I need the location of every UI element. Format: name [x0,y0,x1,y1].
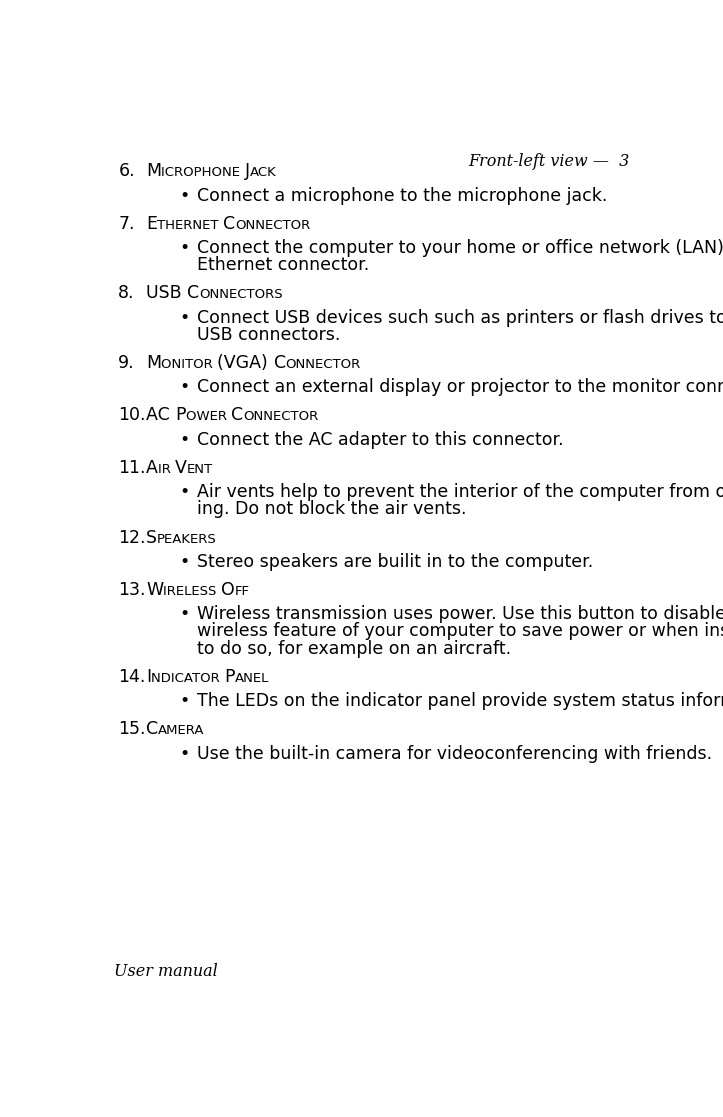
Text: 8.: 8. [119,285,134,303]
Text: V: V [175,459,187,477]
Text: ONITOR: ONITOR [161,359,218,371]
Text: wireless feature of your computer to save power or when instructed: wireless feature of your computer to sav… [197,622,723,640]
Text: IR: IR [158,462,175,476]
Text: O: O [221,581,235,599]
Text: •: • [180,187,190,204]
Text: User manual: User manual [114,963,218,981]
Text: Stereo speakers are builit in to the computer.: Stereo speakers are builit in to the com… [197,553,594,571]
Text: ONNECTORS: ONNECTORS [200,288,283,302]
Text: C: C [146,720,158,738]
Text: •: • [180,239,190,257]
Text: I: I [146,668,151,686]
Text: C: C [231,407,244,424]
Text: 11.: 11. [119,459,146,477]
Text: Connect a microphone to the microphone jack.: Connect a microphone to the microphone j… [197,187,608,204]
Text: The LEDs on the indicator panel provide system status information.: The LEDs on the indicator panel provide … [197,693,723,710]
Text: 7.: 7. [119,214,134,232]
Text: M: M [146,162,161,180]
Text: Front-left view —  3: Front-left view — 3 [468,153,629,170]
Text: USB connectors.: USB connectors. [197,326,341,344]
Text: •: • [180,605,190,623]
Text: Connect the AC adapter to this connector.: Connect the AC adapter to this connector… [197,431,564,449]
Text: THERNET: THERNET [157,219,223,231]
Text: OWER: OWER [186,410,231,423]
Text: ONNECTOR: ONNECTOR [235,219,310,231]
Text: 14.: 14. [119,668,145,686]
Text: •: • [180,745,190,763]
Text: Connect USB devices such such as printers or flash drives to the: Connect USB devices such such as printer… [197,308,723,326]
Text: C: C [187,285,200,303]
Text: AMERA: AMERA [158,724,205,737]
Text: (VGA): (VGA) [218,354,273,372]
Text: E: E [146,214,157,232]
Text: Connect an external display or projector to the monitor connector.: Connect an external display or projector… [197,379,723,397]
Text: Use the built-in camera for videoconferencing with friends.: Use the built-in camera for videoconfere… [197,745,712,763]
Text: NDICATOR: NDICATOR [151,672,224,685]
Text: FF: FF [235,585,249,598]
Text: to do so, for example on an aircraft.: to do so, for example on an aircraft. [197,640,511,658]
Text: IRELESS: IRELESS [163,585,221,598]
Text: 6.: 6. [119,162,135,180]
Text: C: C [273,354,286,372]
Text: P: P [176,407,186,424]
Text: J: J [244,162,249,180]
Text: AC: AC [146,407,176,424]
Text: ONNECTOR: ONNECTOR [244,410,319,423]
Text: 13.: 13. [119,581,146,599]
Text: •: • [180,308,190,326]
Text: Wireless transmission uses power. Use this button to disable the: Wireless transmission uses power. Use th… [197,605,723,623]
Text: USB: USB [146,285,187,303]
Text: ing. Do not block the air vents.: ing. Do not block the air vents. [197,500,467,518]
Text: 10.: 10. [119,407,146,424]
Text: •: • [180,553,190,571]
Text: ONNECTOR: ONNECTOR [286,359,361,371]
Text: M: M [146,354,161,372]
Text: Air vents help to prevent the interior of the computer from overheat-: Air vents help to prevent the interior o… [197,483,723,502]
Text: 9.: 9. [119,354,135,372]
Text: 15.: 15. [119,720,146,738]
Text: S: S [146,528,157,546]
Text: ACK: ACK [249,166,276,180]
Text: •: • [180,483,190,502]
Text: P: P [224,668,235,686]
Text: PEAKERS: PEAKERS [157,533,217,545]
Text: •: • [180,379,190,397]
Text: Connect the computer to your home or office network (LAN) with the: Connect the computer to your home or off… [197,239,723,257]
Text: ENT: ENT [187,462,213,476]
Text: •: • [180,693,190,710]
Text: C: C [223,214,235,232]
Text: •: • [180,431,190,449]
Text: 12.: 12. [119,528,146,546]
Text: Ethernet connector.: Ethernet connector. [197,256,369,275]
Text: ICROPHONE: ICROPHONE [161,166,244,180]
Text: ANEL: ANEL [235,672,269,685]
Text: W: W [146,581,163,599]
Text: A: A [146,459,158,477]
